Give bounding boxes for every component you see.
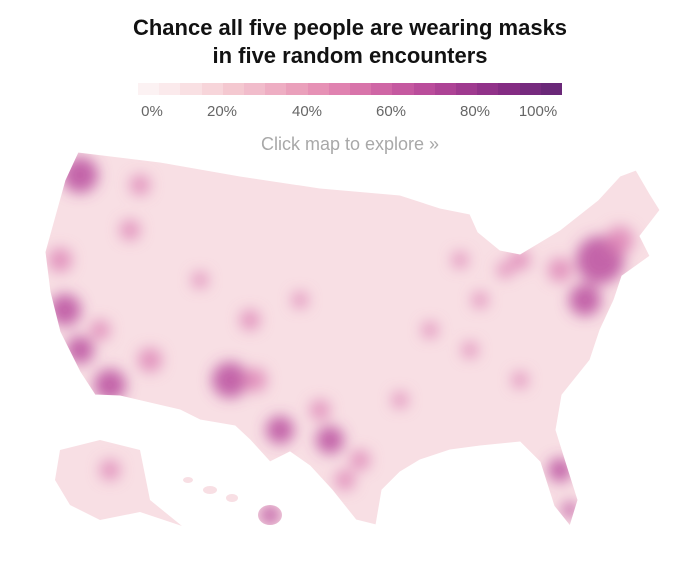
legend-tick: 20% — [206, 103, 238, 120]
color-legend — [138, 83, 563, 95]
legend-swatch — [540, 83, 563, 95]
legend-swatch — [286, 83, 308, 95]
density-blob — [192, 272, 208, 288]
density-blob — [266, 416, 294, 444]
legend-swatch — [392, 83, 414, 95]
legend-tick: 60% — [375, 103, 407, 120]
density-blob — [606, 226, 634, 254]
density-blob — [392, 392, 408, 408]
explore-hint[interactable]: Click map to explore » — [260, 134, 440, 154]
density-blob — [100, 460, 120, 480]
density-blob — [497, 262, 513, 278]
legend-swatch — [328, 83, 351, 95]
title-line-1: Chance all five people are wearing masks — [132, 15, 568, 40]
density-blob — [472, 292, 488, 308]
density-blob — [49, 294, 81, 326]
legend-swatch — [265, 83, 287, 95]
legend-swatch — [159, 83, 181, 95]
density-blob — [48, 248, 72, 272]
legend-swatch — [434, 83, 457, 95]
legend-tick: 100% — [518, 103, 558, 120]
density-blob — [243, 368, 267, 392]
legend-tick: 0% — [141, 103, 163, 120]
legend-swatch — [180, 83, 202, 95]
legend-swatch — [519, 83, 541, 95]
density-blob — [350, 450, 370, 470]
density-blob — [452, 252, 468, 268]
density-blob — [316, 426, 344, 454]
legend-swatch — [477, 83, 499, 95]
density-blob — [130, 175, 150, 195]
chart-title: Chance all five people are wearing masks… — [0, 14, 700, 70]
density-blob — [120, 220, 140, 240]
map-regions[interactable] — [0, 140, 700, 540]
legend-swatch — [456, 83, 478, 95]
density-blob — [240, 310, 260, 330]
density-blob — [569, 284, 601, 316]
density-blob — [310, 400, 330, 420]
legend-swatch — [498, 83, 520, 95]
title-line-2: in five random encounters — [212, 43, 488, 68]
legend-swatch — [138, 83, 160, 95]
legend-tick: 40% — [291, 103, 323, 120]
density-blob — [94, 369, 126, 401]
legend-swatch — [244, 83, 266, 95]
density-blob — [548, 258, 572, 282]
density-blob — [292, 292, 308, 308]
legend-swatch — [307, 83, 329, 95]
density-blob — [422, 322, 438, 338]
density-blob — [335, 470, 355, 490]
density-blob — [138, 348, 162, 372]
legend-swatch — [222, 83, 245, 95]
legend-swatch — [350, 83, 372, 95]
density-blob — [260, 505, 280, 525]
density-blob — [462, 342, 478, 358]
density-blob — [548, 458, 572, 482]
density-blob — [512, 372, 528, 388]
density-blob — [510, 250, 530, 270]
legend-swatch — [371, 83, 393, 95]
density-blob — [562, 502, 578, 518]
density-blob — [212, 362, 248, 398]
legend-tick: 80% — [459, 103, 491, 120]
density-blob — [90, 320, 110, 340]
legend-swatch — [201, 83, 223, 95]
density-blob — [66, 336, 94, 364]
legend-swatch — [413, 83, 435, 95]
